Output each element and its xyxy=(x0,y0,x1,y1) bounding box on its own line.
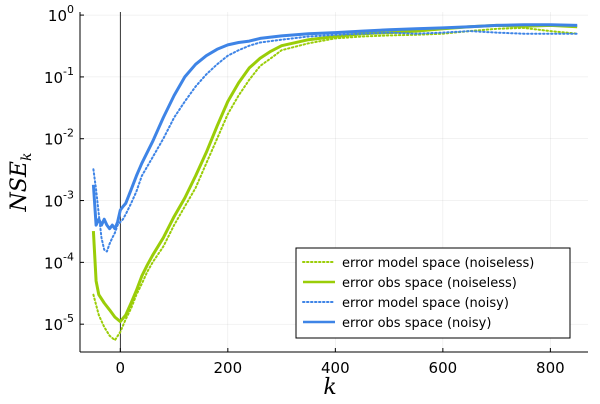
y-tick-label: 10-4 xyxy=(44,250,74,272)
y-tick-label: 10-1 xyxy=(44,65,74,87)
axes xyxy=(79,12,588,353)
x-axis-label: k xyxy=(323,375,336,400)
x-tick-label: 200 xyxy=(214,359,243,377)
y-tick-label: 10-3 xyxy=(44,189,74,211)
y-tick-label: 100 xyxy=(48,3,74,25)
series-line-2 xyxy=(91,23,578,324)
x-tick-label: 400 xyxy=(321,359,350,377)
series-line-3 xyxy=(92,30,579,253)
y-axis-label-subscript: k xyxy=(19,153,35,161)
series-line-4 xyxy=(91,23,578,231)
y-tick-label: 10-5 xyxy=(44,312,74,334)
svg-text:NSEk: NSEk xyxy=(7,153,35,213)
legend-label: error model space (noiseless) xyxy=(342,256,534,271)
tick-labels: 0 200 400 600 800 100 10-1 10-2 10-3 10-4 10-5 xyxy=(44,3,565,377)
y-axis-label: NSEk xyxy=(7,153,35,213)
x-tick-label: 600 xyxy=(429,359,458,377)
y-tick-label: 10-2 xyxy=(44,127,74,149)
legend-label: error model space (noisy) xyxy=(342,296,509,311)
legend-label: error obs space (noisy) xyxy=(342,316,491,331)
y-axis-label-main: NSE xyxy=(7,161,32,212)
x-tick-label: 0 xyxy=(116,359,126,377)
series-line-1 xyxy=(92,26,579,342)
legend-box xyxy=(295,247,571,339)
legend-label: error obs space (noiseless) xyxy=(342,276,517,291)
series-lines xyxy=(91,23,579,342)
x-tick-label: 800 xyxy=(536,359,565,377)
legend: error model space (noiseless) error obs s… xyxy=(295,247,571,339)
